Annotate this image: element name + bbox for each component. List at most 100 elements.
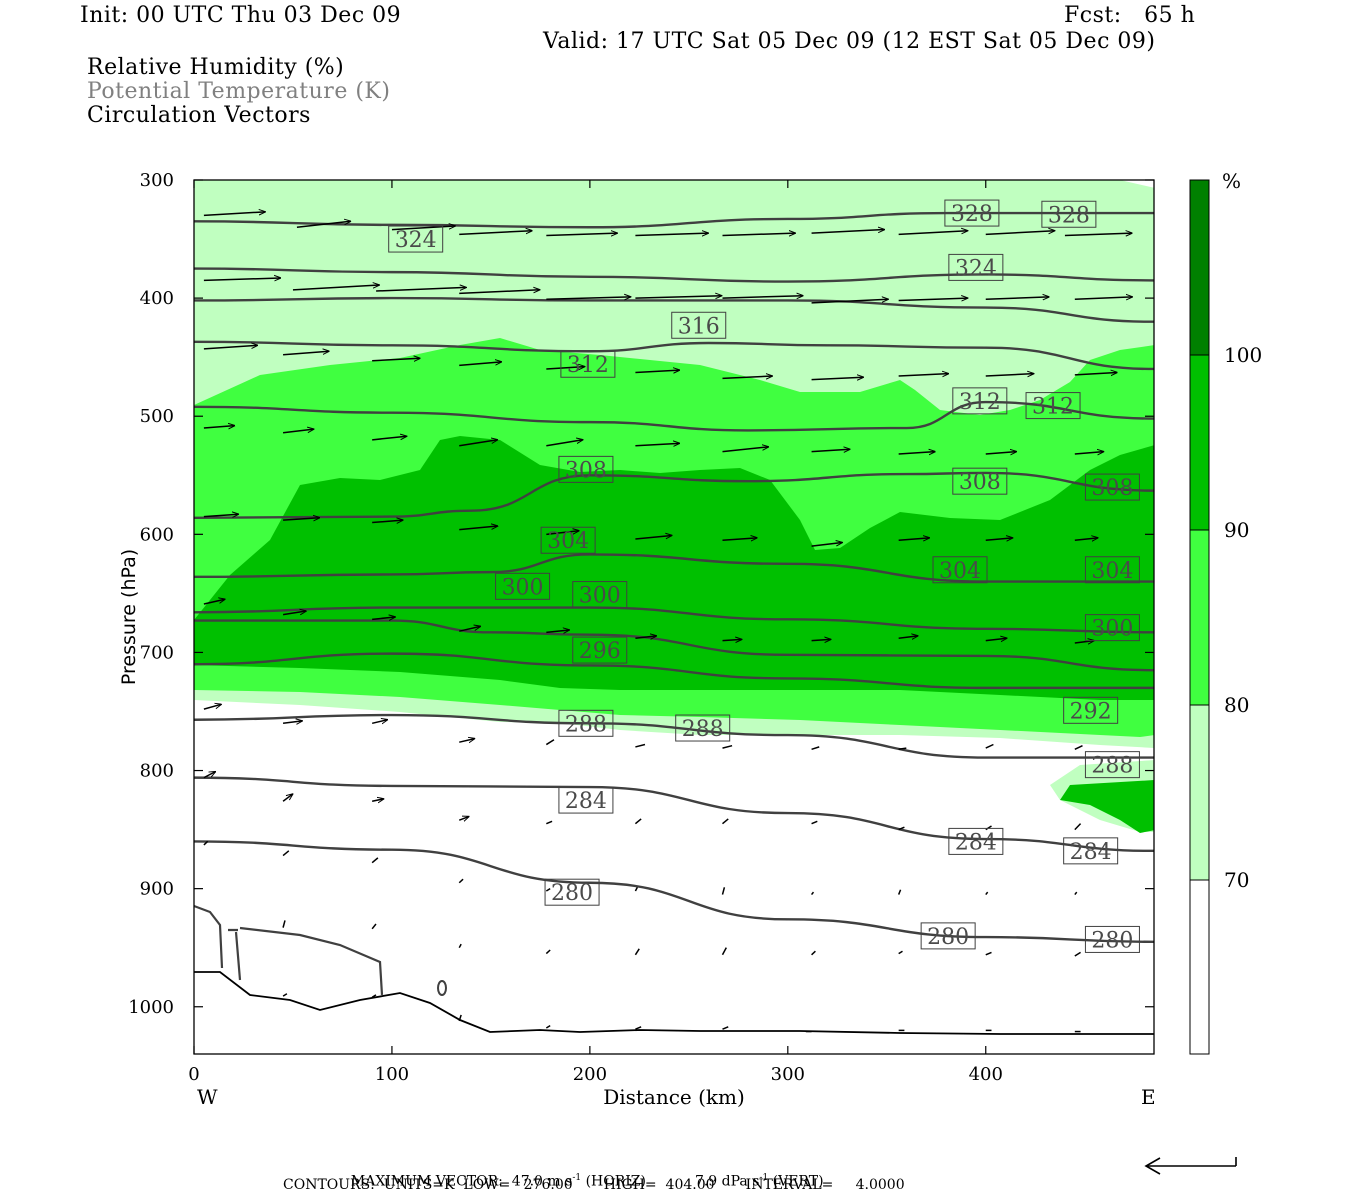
circulation-vector xyxy=(722,447,768,453)
circulation-vector xyxy=(635,535,671,540)
circulation-vector xyxy=(203,426,235,428)
theta-label-312: 312 xyxy=(560,350,616,378)
circulation-vector xyxy=(282,850,290,857)
circulation-vector xyxy=(898,950,903,955)
init-time: Init: 00 UTC Thu 03 Dec 09 xyxy=(80,3,402,28)
circulation-vector xyxy=(1074,745,1083,750)
y-tick-label: 500 xyxy=(140,406,174,427)
circulation-vector xyxy=(372,358,420,360)
theta-label-text: 304 xyxy=(1091,559,1133,584)
x-axis-label: Distance (km) xyxy=(603,1085,745,1109)
contour-info: CONTOURS: UNITS=K LOW= 276.00 HIGH= 404.… xyxy=(283,1177,905,1193)
circulation-vector xyxy=(371,799,383,801)
circulation-vector xyxy=(546,367,584,369)
x-axis-west-label: W xyxy=(197,1085,218,1109)
theta-label-text: 300 xyxy=(502,575,544,600)
circulation-vector xyxy=(635,233,708,235)
circulation-vector xyxy=(459,739,474,743)
theta-label-text: 280 xyxy=(551,881,593,906)
theta-label-324: 324 xyxy=(388,225,444,253)
y-tick-label: 600 xyxy=(140,524,174,545)
theta-label-296: 296 xyxy=(572,636,628,664)
circulation-vector xyxy=(635,743,646,748)
theta-label-text: 324 xyxy=(395,228,437,253)
circulation-vector xyxy=(898,374,949,376)
theta-label-text: 280 xyxy=(1091,928,1133,953)
y-tick-label: 800 xyxy=(140,761,174,782)
y-tick-label: 700 xyxy=(140,642,174,663)
theta-label-text: 308 xyxy=(959,470,1001,495)
max-vector-horiz-unit: (HORIZ) xyxy=(585,1173,646,1190)
circulation-vector xyxy=(546,630,569,632)
circulation-vector xyxy=(811,230,885,234)
y-axis-label: Pressure (hPa) xyxy=(118,549,140,685)
near-surface-rh-contour xyxy=(194,904,384,996)
circulation-vector xyxy=(391,226,455,231)
colorbar-label-90: 90 xyxy=(1224,518,1249,542)
max-vector-vert-unit: (VERT) xyxy=(772,1173,824,1190)
circulation-vector xyxy=(546,233,617,235)
theta-label-288: 288 xyxy=(1084,751,1140,779)
y-tick-label: 400 xyxy=(140,288,174,309)
circulation-vector xyxy=(811,543,843,547)
circulation-vector xyxy=(292,285,379,291)
circulation-vector xyxy=(372,520,403,522)
colorbar-swatch-70 xyxy=(1190,705,1209,880)
circulation-vector xyxy=(898,231,968,236)
circulation-vector xyxy=(722,296,802,298)
theta-label-text: 312 xyxy=(1032,395,1074,420)
circulation-vector xyxy=(282,993,288,997)
theta-label-text: 288 xyxy=(682,717,724,742)
max-vector-horiz: 47.0 m s xyxy=(511,1173,573,1190)
x-axis-east-label: E xyxy=(1141,1085,1156,1109)
colorbar-swatch-below-70 xyxy=(1190,880,1209,1054)
circulation-vector xyxy=(458,878,464,884)
circulation-vector xyxy=(459,440,497,447)
theta-label-text: 312 xyxy=(567,353,609,378)
circulation-vector xyxy=(635,443,679,445)
circulation-vector xyxy=(371,720,387,724)
theta-label-300: 300 xyxy=(495,572,551,600)
circulation-vector xyxy=(376,287,466,292)
theta-label-280: 280 xyxy=(1084,925,1140,953)
circulation-vector xyxy=(203,840,209,846)
circulation-vector xyxy=(283,351,329,356)
theta-label-288: 288 xyxy=(558,709,614,737)
theta-label-304: 304 xyxy=(1084,556,1140,584)
circulation-vector xyxy=(372,436,406,441)
circulation-vector xyxy=(985,538,1013,540)
theta-contour-316 xyxy=(194,340,1154,371)
circulation-vector xyxy=(282,429,314,434)
theta-label-284: 284 xyxy=(558,786,614,814)
max-vector-horiz-exponent: -1 xyxy=(572,1173,582,1183)
circulation-vector xyxy=(985,638,1007,640)
theta-label-300: 300 xyxy=(1084,614,1140,642)
terrain-line xyxy=(194,971,1154,1035)
circulation-vector xyxy=(282,611,306,616)
theta-label-text: 308 xyxy=(565,458,607,483)
circulation-vector xyxy=(898,826,905,831)
theta-contour-296 xyxy=(194,619,1154,672)
circulation-vector xyxy=(1074,538,1098,540)
circulation-vector xyxy=(546,440,582,447)
theta-contours xyxy=(194,211,1154,943)
circulation-vector xyxy=(811,950,816,956)
circulation-vector xyxy=(296,221,351,228)
circulation-vector xyxy=(203,514,238,516)
theta-label-text: 304 xyxy=(547,529,589,554)
circulation-vector xyxy=(1074,823,1082,831)
theta-label-text: 300 xyxy=(579,584,621,609)
circulation-vector xyxy=(811,377,864,379)
theta-label-280: 280 xyxy=(920,922,976,950)
circulation-vector xyxy=(722,233,795,235)
circulation-vector xyxy=(898,538,930,540)
circulation-vector xyxy=(282,794,293,802)
circulation-vector xyxy=(985,297,1049,299)
circulation-vector xyxy=(985,231,1055,236)
y-tick-label: 300 xyxy=(140,170,174,191)
circulation-vector xyxy=(985,951,992,956)
circulation-vector xyxy=(458,943,462,949)
circulation-vector xyxy=(985,891,989,896)
theta-label-text: 288 xyxy=(1091,754,1133,779)
circulation-vector xyxy=(985,374,1034,376)
